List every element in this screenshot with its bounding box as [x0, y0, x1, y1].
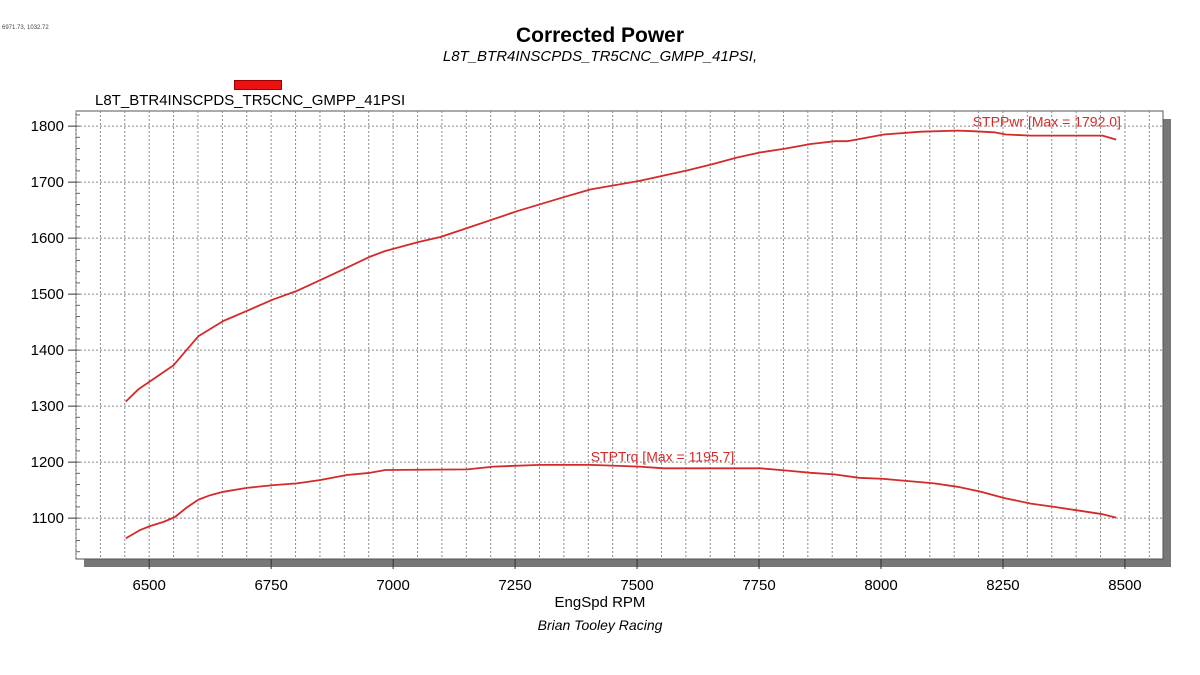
x-tick-label: 7750: [742, 577, 775, 594]
y-tick-label: 1800: [31, 118, 64, 135]
x-axis-label: EngSpd RPM: [554, 594, 646, 611]
legend-swatch: [234, 80, 282, 90]
x-tick-label: 6500: [132, 577, 165, 594]
y-tick-label: 1200: [31, 454, 64, 471]
plot-area: [75, 110, 1164, 560]
x-tick-label: 7500: [620, 577, 653, 594]
series-line-stppwr: [125, 129, 1117, 403]
chart-title: Corrected Power: [515, 24, 685, 47]
plot-shadow-bottom: [84, 559, 1171, 567]
series-annotation-stptrq: STPTrq [Max = 1195.7]: [591, 449, 735, 465]
x-tick-label: 7250: [498, 577, 531, 594]
series-annotation-stppwr: STPPwr [Max = 1792.0]: [973, 114, 1121, 130]
legend-label: L8T_BTR4INSCPDS_TR5CNC_GMPP_41PSI: [95, 92, 406, 109]
x-tick-label: 7000: [376, 577, 409, 594]
x-tick-label: 8500: [1108, 577, 1141, 594]
x-tick-label: 6750: [254, 577, 287, 594]
y-tick-label: 1400: [31, 342, 64, 359]
chart-footer: Brian Tooley Racing: [537, 617, 663, 633]
series-line-stptrq: [125, 463, 1117, 540]
y-tick-label: 1700: [31, 174, 64, 191]
x-tick-label: 8250: [986, 577, 1019, 594]
chart-subtitle: L8T_BTR4INSCPDS_TR5CNC_GMPP_41PSI,: [442, 48, 758, 65]
plot-shadow-right: [1163, 119, 1171, 567]
y-tick-label: 1500: [31, 286, 64, 303]
y-tick-label: 1600: [31, 230, 64, 247]
y-tick-label: 1100: [32, 510, 64, 527]
x-tick-label: 8000: [864, 577, 897, 594]
cursor-coordinate-readout: 6971.73, 1032.72: [2, 25, 49, 31]
y-tick-label: 1300: [31, 398, 64, 415]
